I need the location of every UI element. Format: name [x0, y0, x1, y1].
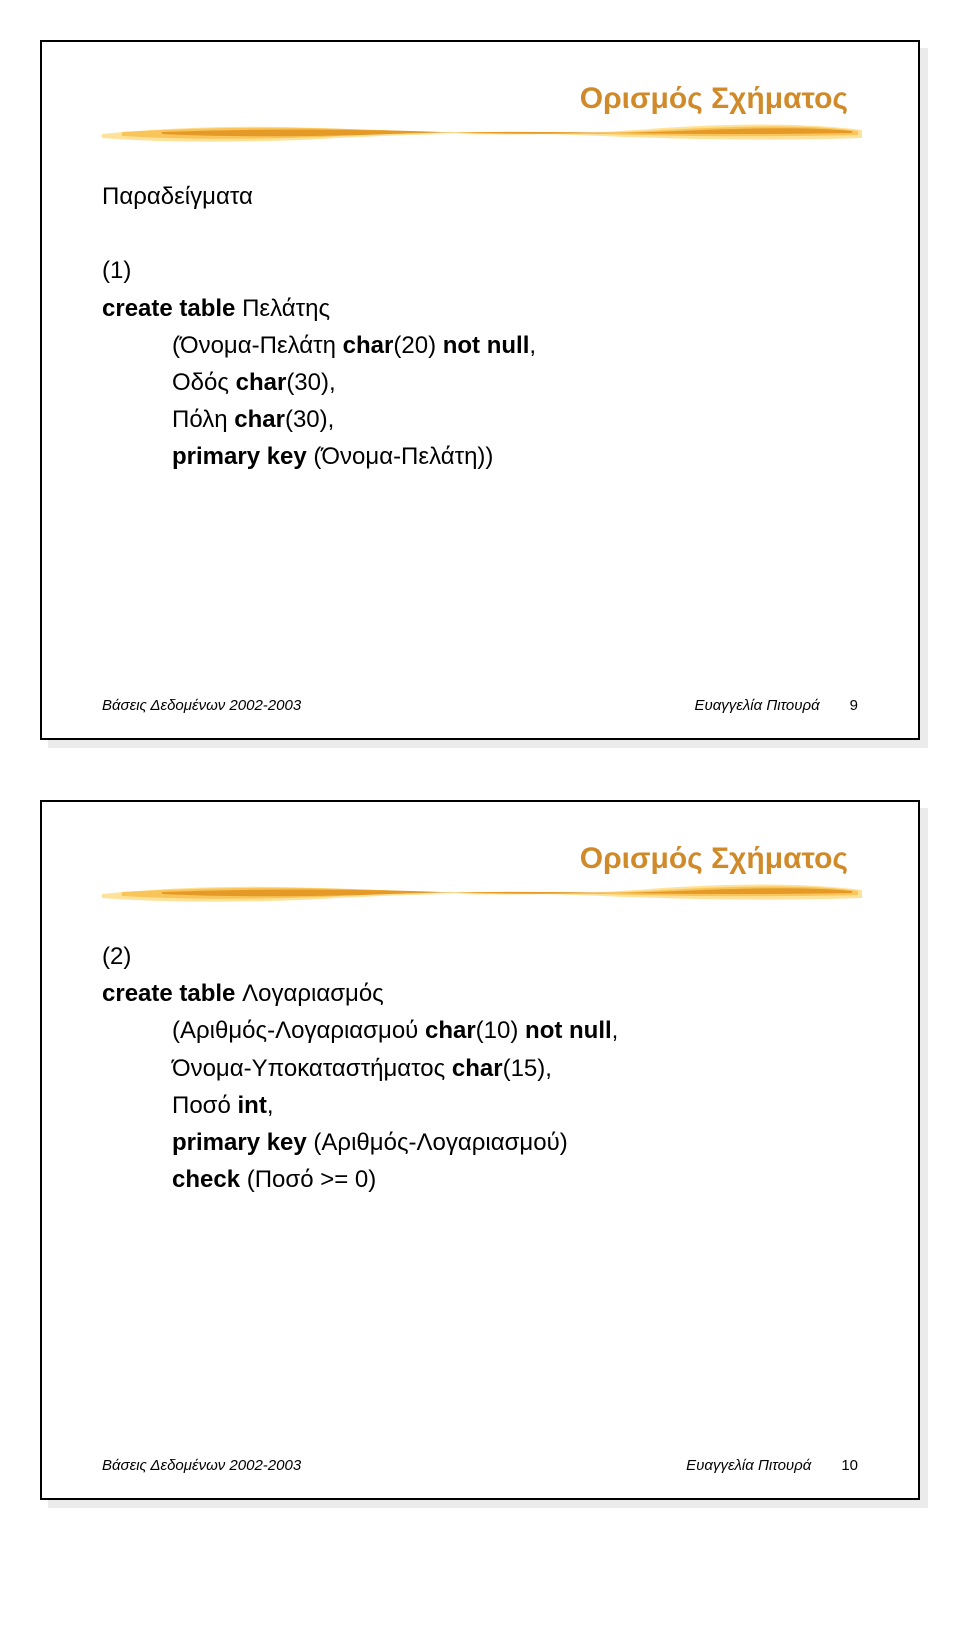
body-line: Ποσό int,: [102, 1087, 858, 1124]
body-line: Παραδείγματα: [102, 178, 858, 215]
title-underline-smudge: [102, 880, 862, 902]
body-line: (Όνομα-Πελάτη char(20) not null,: [102, 327, 858, 364]
body-line: Οδός char(30),: [102, 364, 858, 401]
body-line: (1): [102, 252, 858, 289]
body-line: primary key (Όνομα-Πελάτη)): [102, 438, 858, 475]
body-line: Όνομα-Υποκαταστήματος char(15),: [102, 1050, 858, 1087]
footer-center: Ευαγγελία Πιτουρά: [694, 697, 819, 714]
body-line: (2): [102, 938, 858, 975]
slide-title-wrap: Ορισμός Σχήματος: [102, 82, 858, 152]
footer-page-number: 9: [850, 697, 858, 714]
slide-footer: Βάσεις Δεδομένων 2002-2003 Ευαγγελία Πιτ…: [102, 697, 858, 714]
footer-right: Ευαγγελία Πιτουρά 9: [694, 697, 858, 714]
body-line: check (Ποσό >= 0): [102, 1161, 858, 1198]
slide-title: Ορισμός Σχήματος: [102, 842, 858, 876]
body-line: create table Λογαριασμός: [102, 975, 858, 1012]
footer-page-number: 10: [841, 1457, 858, 1474]
page: Ορισμός Σχήματος Παραδείγματα (1) create…: [0, 40, 960, 1500]
body-line: (Αριθμός-Λογαριασμού char(10) not null,: [102, 1012, 858, 1049]
slide-footer: Βάσεις Δεδομένων 2002-2003 Ευαγγελία Πιτ…: [102, 1457, 858, 1474]
footer-right: Ευαγγελία Πιτουρά 10: [686, 1457, 858, 1474]
body-line: primary key (Αριθμός-Λογαριασμού): [102, 1124, 858, 1161]
slide-title: Ορισμός Σχήματος: [102, 82, 858, 116]
body-line: [102, 215, 858, 252]
footer-center: Ευαγγελία Πιτουρά: [686, 1457, 811, 1474]
body-line: Πόλη char(30),: [102, 401, 858, 438]
footer-left: Βάσεις Δεδομένων 2002-2003: [102, 697, 301, 714]
slide-2: Ορισμός Σχήματος (2) create table Λογαρι…: [40, 800, 920, 1500]
slide-body: (2) create table Λογαριασμός (Αριθμός-Λο…: [102, 938, 858, 1198]
footer-left: Βάσεις Δεδομένων 2002-2003: [102, 1457, 301, 1474]
slide-1: Ορισμός Σχήματος Παραδείγματα (1) create…: [40, 40, 920, 740]
slide-title-wrap: Ορισμός Σχήματος: [102, 842, 858, 912]
body-line: create table Πελάτης: [102, 290, 858, 327]
title-underline-smudge: [102, 120, 862, 142]
slide-body: Παραδείγματα (1) create table Πελάτης (Ό…: [102, 178, 858, 476]
